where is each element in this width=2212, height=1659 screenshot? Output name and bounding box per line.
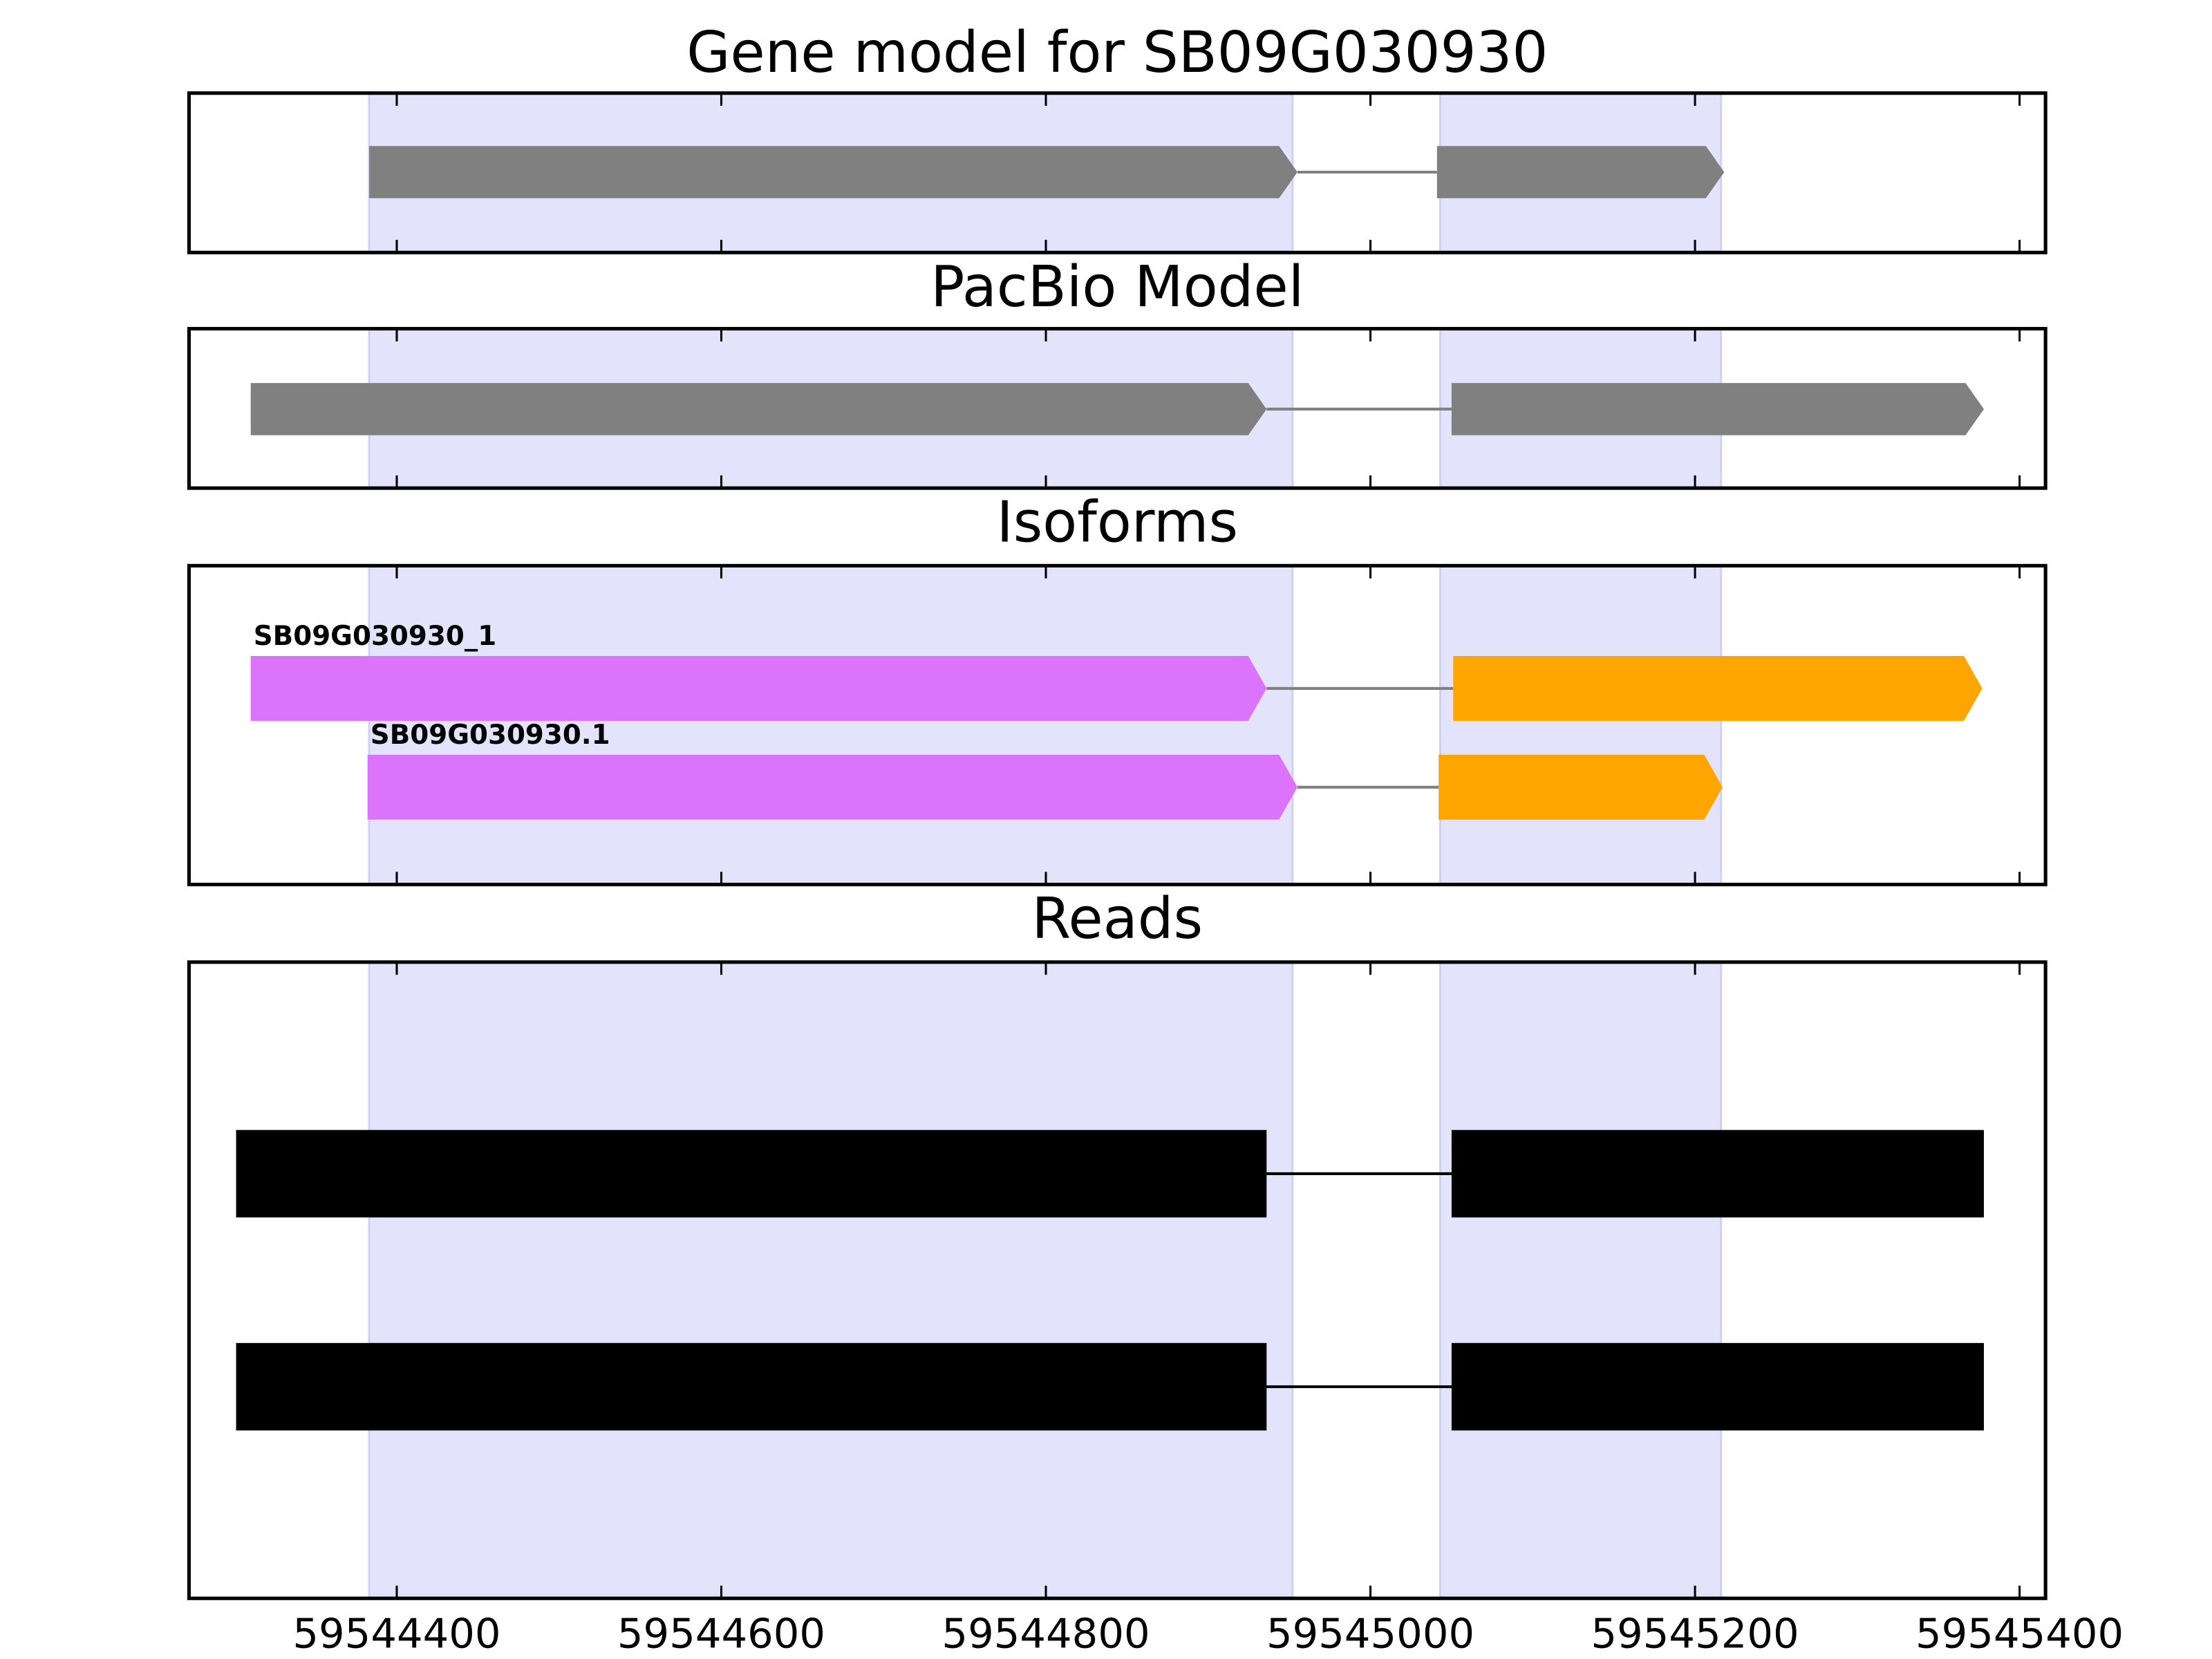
x-tick-label: 59545000 bbox=[1266, 1609, 1474, 1657]
exon-highlight bbox=[1438, 564, 1723, 886]
exon bbox=[250, 383, 1267, 435]
exon-highlight bbox=[368, 564, 1294, 886]
exon bbox=[250, 655, 1267, 721]
exon bbox=[1451, 1342, 1984, 1431]
exon-highlight bbox=[1438, 961, 1723, 1600]
exon bbox=[236, 1130, 1267, 1218]
x-tick-label: 59545200 bbox=[1591, 1609, 1799, 1657]
panel-frame bbox=[187, 91, 2047, 254]
exon bbox=[1451, 383, 1984, 435]
exon bbox=[367, 754, 1297, 820]
exon bbox=[369, 146, 1297, 198]
panel-title: Gene model for SB09G030930 bbox=[686, 20, 1548, 86]
panel-title: Reads bbox=[1032, 886, 1203, 952]
exon bbox=[1436, 146, 1725, 198]
x-tick-label: 59544800 bbox=[941, 1609, 1150, 1657]
isoform-label: SB09G030930.1 bbox=[371, 720, 610, 751]
exon-highlight bbox=[368, 961, 1294, 1600]
x-tick-label: 59544400 bbox=[292, 1609, 500, 1657]
x-tick-label: 59545400 bbox=[1915, 1609, 2124, 1657]
exon bbox=[1451, 1130, 1984, 1218]
exon bbox=[1453, 655, 1983, 721]
panel-frame bbox=[187, 960, 2047, 1600]
panel-frame bbox=[187, 563, 2047, 887]
exon bbox=[236, 1342, 1267, 1431]
panel-frame bbox=[187, 326, 2047, 490]
x-tick-label: 59544600 bbox=[617, 1609, 825, 1657]
isoform-label: SB09G030930_1 bbox=[254, 621, 496, 652]
panel-title: Isoforms bbox=[997, 490, 1238, 556]
exon bbox=[1438, 754, 1723, 820]
panel-title: PacBio Model bbox=[930, 254, 1304, 320]
